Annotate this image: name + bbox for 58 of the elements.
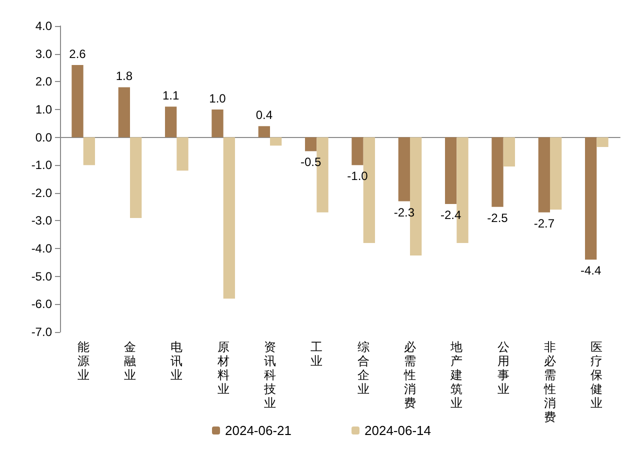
x-tick-label: 金融业 [124,340,136,382]
bar [176,137,188,171]
x-tick-label: 综合企业 [357,340,370,396]
y-tick-label: 1.0 [35,102,52,116]
data-label: 1.1 [162,88,180,103]
x-tick-label: 医疗保健业 [590,340,603,410]
y-tick-label: -2.0 [31,186,52,200]
x-tick-label: 地产建筑业 [450,340,463,410]
bar [352,137,364,166]
y-tick-label: -5.0 [31,269,52,284]
bar [596,137,608,148]
bar [83,137,95,166]
x-tick-label: 能源业 [77,340,90,382]
y-tick-label: 4.0 [35,19,52,33]
bar [72,64,84,138]
x-tick-label: 原材料业 [216,340,230,396]
y-tick-label: -7.0 [31,325,52,339]
x-tick-label: 工业 [310,340,323,368]
bar [165,106,177,138]
bar [538,137,550,212]
data-label: -2.4 [440,208,462,222]
x-tick-label: 资讯科技业 [263,340,276,410]
bar [130,137,142,218]
x-tick-label: 必需性消费 [403,340,416,410]
data-label: -1.0 [347,169,368,184]
data-label: -2.3 [394,205,415,220]
bar [550,137,562,210]
data-label: -0.5 [300,155,322,170]
legend-label: 2024-06-14 [364,423,431,438]
bar [398,137,410,202]
bar [118,87,130,138]
data-label: -4.4 [580,264,602,278]
y-tick-label: 3.0 [35,46,52,61]
y-tick-label: -4.0 [31,242,52,256]
x-tick-label: 公用事业 [497,340,510,396]
x-tick-label: 非必需性消费 [543,340,556,424]
bar [305,137,317,152]
data-label: 1.0 [209,91,226,106]
x-tick-label: 电讯业 [170,340,183,382]
data-label: -2.5 [487,210,508,225]
data-label: -2.7 [534,216,555,230]
data-label: 2.6 [69,46,86,61]
bar [492,137,504,207]
bar [258,126,270,138]
bar [585,137,597,260]
legend-label: 2024-06-21 [225,423,292,438]
y-tick-label: -6.0 [31,297,52,312]
bar [212,109,224,138]
y-tick-label: -3.0 [31,214,52,228]
y-tick-label: 2.0 [35,74,52,89]
data-label: 1.8 [116,69,133,84]
data-label: 0.4 [256,108,273,122]
bar [445,137,457,204]
bar [223,137,235,299]
bar [270,137,282,146]
y-tick-label: 0.0 [35,130,52,144]
bar [503,137,515,166]
y-tick-label: -1.0 [31,158,52,172]
